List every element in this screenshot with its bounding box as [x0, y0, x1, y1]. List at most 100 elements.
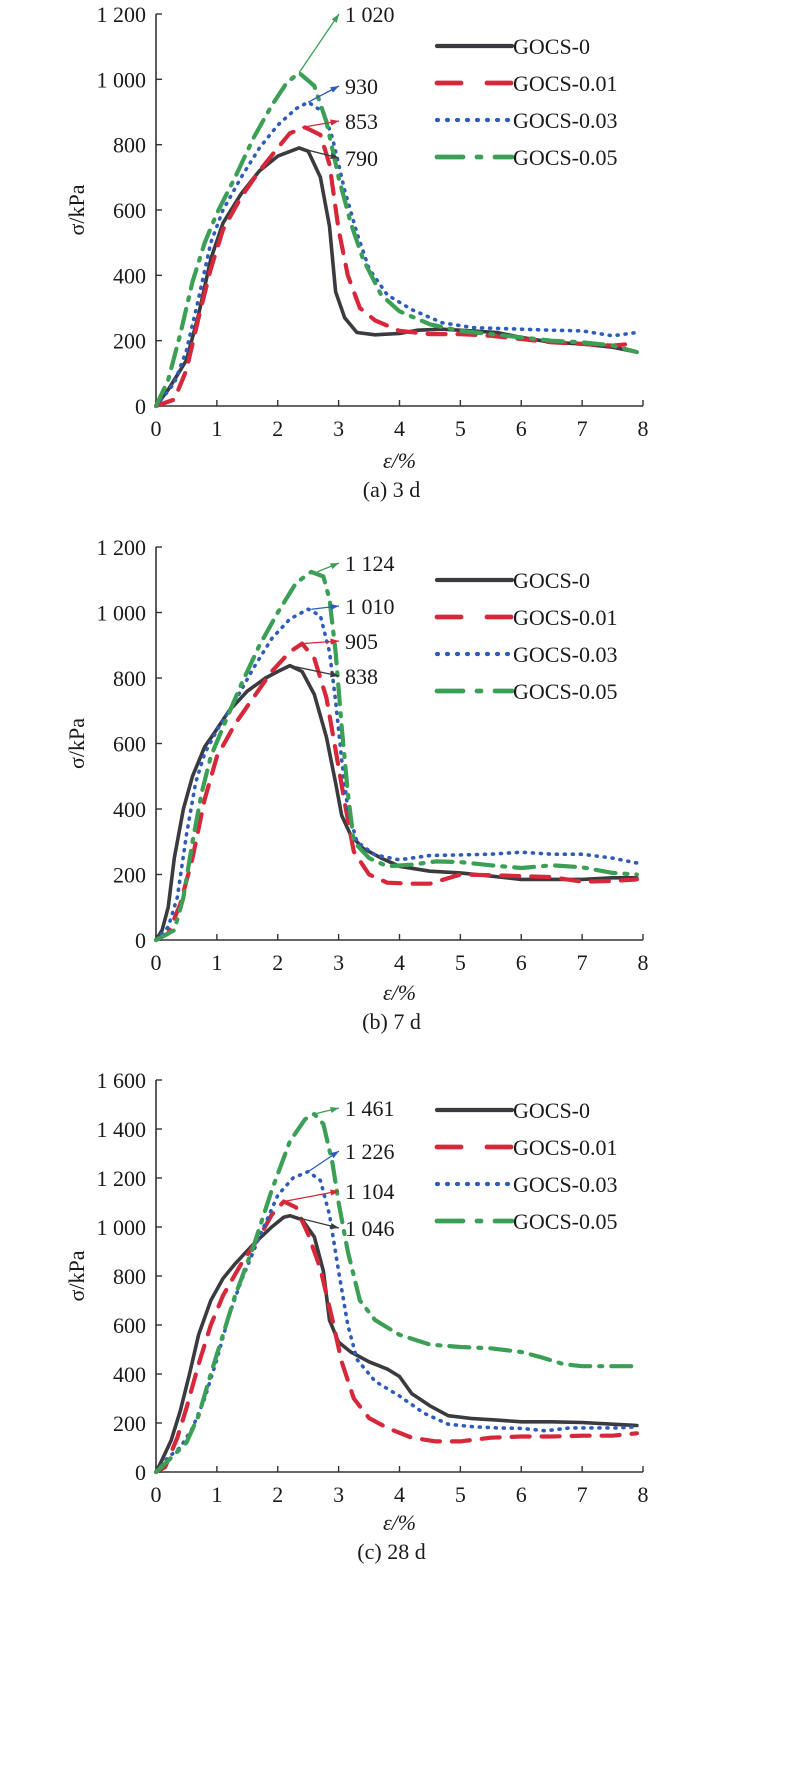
y-tick-label: 400 — [113, 797, 146, 822]
peak-arrowhead — [331, 14, 339, 23]
series-line-gocs-0-01 — [153, 1199, 639, 1475]
chart-caption: (c) 28 d — [357, 1539, 425, 1564]
legend-label: GOCS-0.03 — [513, 642, 618, 667]
x-axis-title: ε/% — [383, 980, 416, 1005]
series-line-gocs-0 — [154, 663, 639, 942]
chart-panel-0: 0 200 400 600 800 1 000 1 200 0 1 2 3 4 5 6 7 8 ε/% σ/kPa… — [64, 2, 649, 502]
x-tick-label: 7 — [577, 950, 588, 975]
peak-label: 1 226 — [345, 1139, 395, 1164]
y-tick-label: 400 — [113, 1362, 146, 1387]
peak-arrowhead — [330, 671, 339, 678]
y-tick-label: 1 000 — [97, 601, 147, 626]
y-axis-title: σ/kPa — [64, 184, 89, 235]
legend-label: GOCS-0 — [513, 568, 590, 593]
legend: GOCS-0 GOCS-0.01 GOCS-0.03 GOCS-0.05 — [434, 1098, 618, 1234]
y-tick-label: 800 — [113, 666, 146, 691]
x-tick-label: 7 — [577, 416, 588, 441]
peak-label: 853 — [345, 109, 378, 134]
y-axis-title: σ/kPa — [64, 718, 89, 769]
legend-label: GOCS-0.05 — [513, 145, 618, 170]
x-axis-title: ε/% — [383, 1510, 416, 1535]
x-tick-label: 2 — [272, 950, 283, 975]
y-tick-label: 0 — [135, 394, 146, 419]
legend-label: GOCS-0.01 — [513, 605, 618, 630]
x-tick-label: 6 — [516, 950, 527, 975]
series-line-gocs-0-03 — [154, 1169, 639, 1474]
x-tick-label: 8 — [638, 950, 649, 975]
y-axis-title: σ/kPa — [64, 1250, 89, 1301]
series-line-gocs-0 — [154, 146, 639, 408]
peak-arrow — [283, 1190, 340, 1203]
x-tick-label: 0 — [151, 416, 162, 441]
y-tick-label: 1 200 — [97, 535, 147, 560]
peak-label: 1 461 — [345, 1096, 395, 1121]
chart-caption: (b) 7 d — [362, 1009, 421, 1034]
x-tick-label: 1 — [211, 950, 222, 975]
x-tick-label: 3 — [333, 950, 344, 975]
y-tick-label: 200 — [113, 329, 146, 354]
x-tick-label: 2 — [272, 416, 283, 441]
x-axis-title: ε/% — [383, 448, 416, 473]
legend-label: GOCS-0.03 — [513, 1172, 618, 1197]
peak-arrowhead — [330, 603, 339, 611]
peak-label: 930 — [345, 74, 378, 99]
y-tick-label: 800 — [113, 1264, 146, 1289]
y-tick-label: 0 — [135, 928, 146, 953]
series-line-gocs-0-01 — [153, 641, 639, 943]
y-tick-label: 600 — [113, 1313, 146, 1338]
x-tick-label: 6 — [516, 416, 527, 441]
x-tick-label: 5 — [455, 1482, 466, 1507]
peak-label: 1 104 — [345, 1179, 395, 1204]
legend-label: GOCS-0.01 — [513, 1135, 618, 1160]
y-tick-label: 1 200 — [97, 1166, 147, 1191]
y-tick-label: 800 — [113, 133, 146, 158]
chart-caption: (a) 3 d — [363, 477, 420, 502]
peak-arrowhead — [330, 1151, 339, 1159]
peak-arrowhead — [330, 152, 339, 159]
legend-label: GOCS-0 — [513, 34, 590, 59]
legend-label: GOCS-0 — [513, 1098, 590, 1123]
x-tick-label: 4 — [394, 416, 405, 441]
x-tick-label: 8 — [638, 1482, 649, 1507]
x-tick-label: 7 — [577, 1482, 588, 1507]
series-line-gocs-0-03 — [154, 100, 639, 408]
y-tick-label: 200 — [113, 1411, 146, 1436]
series-line-gocs-0-05 — [153, 70, 639, 409]
x-tick-label: 6 — [516, 1482, 527, 1507]
peak-arrow — [298, 13, 340, 74]
y-tick-label: 200 — [113, 863, 146, 888]
legend: GOCS-0 GOCS-0.01 GOCS-0.03 GOCS-0.05 — [434, 568, 618, 704]
chart-panel-2: 0 200 400 600 800 1 000 1 200 1 400 1 600 0 1 2 3 4 5 6… — [64, 1068, 649, 1564]
legend: GOCS-0 GOCS-0.01 GOCS-0.03 GOCS-0.05 — [434, 34, 618, 170]
peak-arrowhead — [330, 638, 339, 645]
series-line-gocs-0-05 — [153, 569, 639, 943]
peak-arrowhead — [330, 1107, 339, 1114]
peak-label: 1 124 — [345, 551, 395, 576]
peak-label: 1 046 — [345, 1216, 395, 1241]
x-tick-label: 5 — [455, 416, 466, 441]
legend-label: GOCS-0.05 — [513, 1209, 618, 1234]
x-tick-label: 8 — [638, 416, 649, 441]
y-tick-label: 1 000 — [97, 67, 147, 92]
x-tick-label: 0 — [151, 950, 162, 975]
x-tick-label: 3 — [333, 416, 344, 441]
x-tick-label: 0 — [151, 1482, 162, 1507]
y-tick-label: 400 — [113, 263, 146, 288]
chart-panel-1: 0 200 400 600 800 1 000 1 200 0 1 2 3 4 5 6 7 8 ε/% σ/kPa… — [64, 535, 649, 1034]
legend-label: GOCS-0.01 — [513, 71, 618, 96]
peak-arrowhead — [330, 86, 339, 93]
x-tick-label: 5 — [455, 950, 466, 975]
peak-label: 905 — [345, 629, 378, 654]
peak-label: 790 — [345, 146, 378, 171]
peak-label: 838 — [345, 664, 378, 689]
y-tick-label: 1 200 — [97, 2, 147, 27]
x-tick-label: 4 — [394, 1482, 405, 1507]
x-tick-label: 2 — [272, 1482, 283, 1507]
y-tick-label: 600 — [113, 198, 146, 223]
peak-label: 1 020 — [345, 2, 395, 27]
x-tick-label: 3 — [333, 1482, 344, 1507]
x-tick-label: 1 — [211, 1482, 222, 1507]
y-tick-label: 1 000 — [97, 1215, 147, 1240]
peak-label: 1 010 — [345, 594, 395, 619]
peak-arrowhead — [330, 1222, 339, 1229]
